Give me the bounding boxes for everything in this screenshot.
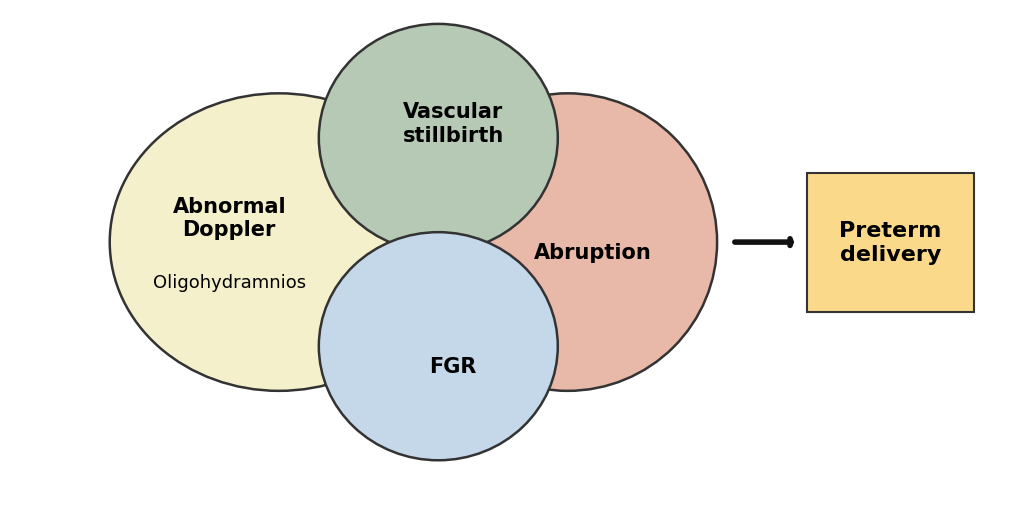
Ellipse shape — [419, 94, 717, 391]
Text: Abnormal
Doppler: Abnormal Doppler — [173, 196, 287, 239]
Ellipse shape — [319, 233, 558, 461]
FancyBboxPatch shape — [807, 173, 974, 312]
Text: Abruption: Abruption — [533, 242, 651, 263]
Text: FGR: FGR — [430, 357, 477, 376]
Ellipse shape — [319, 25, 558, 252]
Text: Oligohydramnios: Oligohydramnios — [152, 273, 306, 291]
Text: Vascular
stillbirth: Vascular stillbirth — [402, 103, 504, 145]
Ellipse shape — [110, 94, 448, 391]
Text: Preterm
delivery: Preterm delivery — [839, 221, 942, 264]
